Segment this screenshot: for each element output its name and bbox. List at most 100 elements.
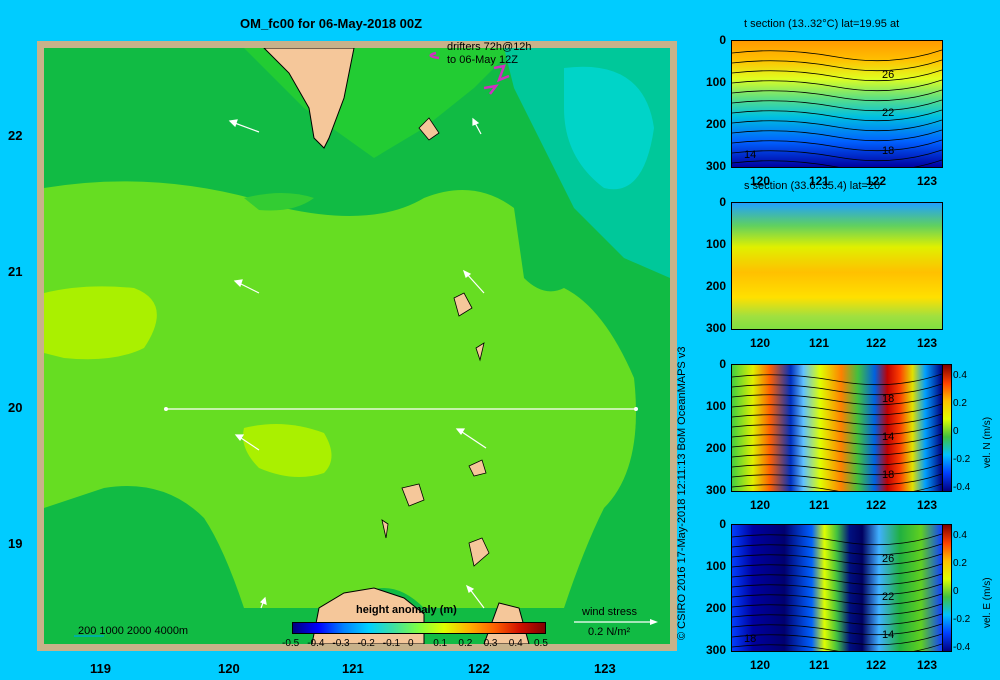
velocity-colorbar-tick: -0.4: [953, 642, 971, 653]
map-title: OM_fc00 for 06-May-2018 00Z: [240, 16, 423, 31]
contour-line: [731, 443, 943, 456]
contour-line: [731, 483, 943, 496]
latitude-tick-label: 22: [8, 128, 23, 143]
contour-label: 14: [882, 431, 895, 443]
wind-stress-scale-arrow: [574, 619, 658, 625]
panel-lon-tick: 121: [809, 336, 830, 350]
land-island: [418, 117, 440, 141]
land-island: [381, 519, 389, 539]
drifters-label-line2: to 06-May 12Z: [447, 54, 518, 66]
panel-depth-tick: 200: [705, 441, 726, 455]
longitude-tick-label: 123: [594, 661, 616, 676]
contour-line: [731, 613, 943, 626]
contour-line: [731, 573, 943, 586]
colorbar-tick-label: -0.2: [357, 638, 375, 649]
colorbar-title: height anomaly (m): [356, 604, 457, 616]
velocity-colorbar: [942, 524, 952, 652]
panel-depth-tick: 100: [705, 399, 726, 413]
contour-label: 14: [744, 149, 757, 161]
panel-depth-tick: 200: [705, 117, 726, 131]
panel-lon-tick: 122: [866, 498, 887, 512]
panel-contours: [731, 533, 943, 656]
contour-line: [731, 59, 943, 72]
wind-stress-arrows: [228, 117, 487, 609]
latitude-tick-label: 20: [8, 400, 23, 415]
colorbar-tick-label: -0.1: [382, 638, 401, 649]
velocity-colorbar-tick: 0: [953, 426, 959, 437]
panel-lon-tick: 123: [917, 336, 938, 350]
colorbar-ticks: -0.5 -0.4 -0.3 -0.2 -0.1 0 0.1 0.2 0.3 0.4 0.5: [282, 638, 554, 652]
panel-lon-tick: 120: [750, 658, 771, 672]
panel-depth-tick: 100: [705, 237, 726, 251]
velocity-colorbar-tick: 0: [953, 586, 959, 597]
panel-depth-tick: 300: [705, 159, 726, 173]
contour-line: [731, 69, 943, 82]
contour-label: 18: [882, 145, 895, 157]
contour-line: [731, 643, 943, 656]
panel-depth-tick: 0: [719, 195, 726, 209]
contour-label: 18: [882, 469, 895, 481]
panel-depth-tick: 300: [705, 321, 726, 335]
panel-plot: 18 14 18: [731, 364, 943, 496]
contour-label: 14: [882, 629, 895, 641]
colorbar-tick-label: 0.2: [458, 638, 473, 649]
contour-line: [731, 553, 943, 566]
land-island: [401, 483, 425, 507]
map-region-cyan: [564, 66, 654, 190]
panel-depth-tick: 300: [705, 483, 726, 497]
contour-line: [731, 149, 943, 162]
velocity-colorbar-label: vel. E (m/s): [982, 577, 993, 628]
panel-depth-tick: 0: [719, 357, 726, 371]
land-island: [475, 342, 485, 362]
map-region-yellow-green-west: [44, 286, 157, 360]
panel-contours: [731, 49, 943, 172]
contour-label: 26: [882, 553, 895, 565]
panel-depth-tick: 300: [705, 643, 726, 657]
map-region-yellow-green-south: [243, 424, 332, 477]
velocity-colorbar-tick: -0.2: [953, 454, 971, 465]
contour-line: [731, 623, 943, 636]
velocity-colorbar-label: vel. N (m/s): [982, 416, 993, 468]
latitude-tick-label: 19: [8, 536, 23, 551]
section-line-end: [634, 407, 638, 411]
longitude-tick-label: 120: [218, 661, 240, 676]
latitude-tick-label: 21: [8, 264, 23, 279]
velocity-colorbar-tick: 0.4: [953, 370, 967, 381]
panel-contours: [732, 203, 942, 329]
panel-lon-tick: 120: [750, 498, 771, 512]
panel-lon-tick: 121: [809, 498, 830, 512]
contour-line: [731, 423, 943, 436]
panel-plot: 26 22 14 18: [731, 524, 943, 656]
panel-title: s section (33.6..35.4) lat=20: [744, 180, 881, 192]
colorbar-tick-label: 0: [408, 638, 414, 649]
contour-line: [731, 119, 943, 132]
land-taiwan: [263, 48, 355, 149]
panel-title: t section (13..32°C) lat=19.95 at: [744, 18, 900, 30]
panel-plot: [731, 202, 943, 330]
colorbar-tick-label: -0.5: [282, 638, 300, 649]
contour-line: [731, 473, 943, 486]
panel-depth-tick: 100: [705, 559, 726, 573]
panel-lon-tick: 122: [866, 174, 887, 188]
velocity-colorbar-tick: -0.2: [953, 614, 971, 625]
land-island: [468, 459, 487, 477]
colorbar-tick-label: -0.4: [307, 638, 325, 649]
panel-contours: [731, 373, 943, 496]
panel-lon-tick: 121: [809, 174, 830, 188]
contour-line: [731, 49, 943, 62]
panel-plot: 26 22 18 14: [731, 40, 943, 172]
contour-line: [731, 109, 943, 122]
contour-line: [731, 603, 943, 616]
velocity-colorbar-tick: 0.2: [953, 398, 967, 409]
contour-label: 22: [882, 591, 895, 603]
longitude-tick-label: 119: [90, 661, 111, 676]
panel-lon-tick: 120: [750, 174, 771, 188]
contour-line: [731, 139, 943, 152]
height-anomaly-map: [44, 48, 670, 644]
contour-line: [731, 159, 943, 172]
map-region-mid-green: [244, 193, 314, 211]
contour-label: 22: [882, 107, 895, 119]
section-line-start: [164, 407, 168, 411]
panel-depth-tick: 200: [705, 601, 726, 615]
contour-line: [731, 79, 943, 92]
